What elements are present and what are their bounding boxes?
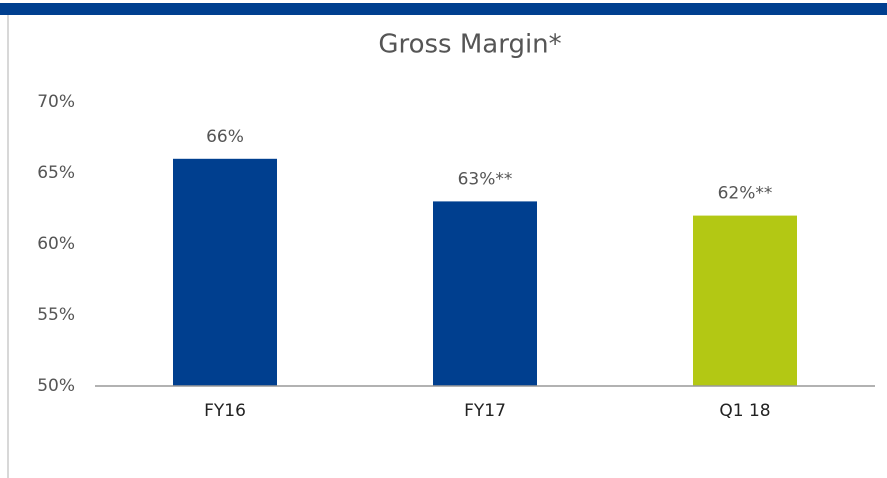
y-tick-label: 60% — [37, 234, 75, 254]
x-tick-label: FY17 — [464, 401, 506, 421]
chart-title: Gross Margin* — [378, 30, 561, 60]
bar — [433, 201, 537, 386]
bar — [173, 158, 277, 386]
x-tick-label: Q1 18 — [719, 401, 770, 421]
bar — [693, 215, 797, 386]
top-band — [0, 3, 887, 15]
value-label: 62%** — [718, 184, 773, 204]
x-tick-label: FY16 — [204, 401, 246, 421]
value-label: 66% — [206, 127, 244, 147]
value-label: 63%** — [458, 169, 513, 189]
y-tick-label: 70% — [37, 92, 75, 112]
y-tick-label: 50% — [37, 376, 75, 396]
y-tick-label: 55% — [37, 305, 75, 325]
y-tick-label: 65% — [37, 163, 75, 183]
